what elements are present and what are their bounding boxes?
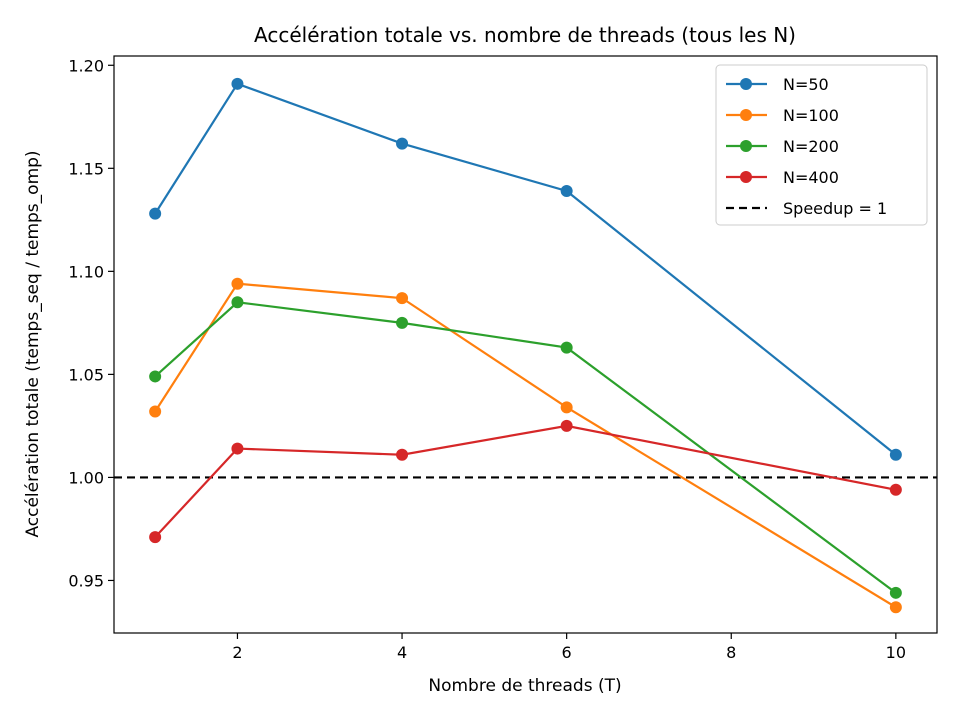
y-tick-label: 1.05 (68, 365, 104, 384)
y-tick-label: 1.00 (68, 468, 104, 487)
legend-label: N=100 (783, 106, 839, 125)
series-layer (149, 77, 902, 614)
legend-marker (740, 109, 752, 121)
y-tick-label: 0.95 (68, 571, 104, 590)
legend-item: Speedup = 1 (726, 199, 887, 218)
legend-label: N=50 (783, 75, 829, 94)
data-point (889, 601, 902, 614)
x-tick-label: 2 (232, 643, 242, 662)
plot-frame (113, 55, 938, 634)
legend-item: N=200 (726, 137, 839, 156)
x-tick-label: 8 (726, 643, 736, 662)
data-point (231, 277, 244, 290)
legend-box (715, 64, 928, 226)
data-point (396, 448, 409, 461)
legend-marker (740, 171, 752, 183)
data-point (231, 77, 244, 90)
data-point (560, 401, 573, 414)
data-point (396, 292, 409, 305)
series-line-N=100 (154, 282, 897, 609)
x-tick-label: 10 (886, 643, 906, 662)
data-point (396, 316, 409, 329)
x-axis-label: Nombre de threads (T) (428, 676, 621, 696)
data-point (560, 341, 573, 354)
y-tick-label: 1.20 (68, 56, 104, 75)
y-axis: 0.95 1.00 1.05 1.10 1.15 1.20 (68, 56, 114, 590)
data-point (231, 442, 244, 455)
data-point (231, 296, 244, 309)
x-tick-label: 6 (562, 643, 572, 662)
data-point (149, 405, 162, 418)
data-point (889, 586, 902, 599)
data-point (396, 137, 409, 150)
data-point (149, 370, 162, 383)
y-axis-label: Accélération totale (temps_seq / temps_o… (23, 150, 43, 537)
legend-item: N=50 (726, 75, 829, 94)
legend-label: Speedup = 1 (783, 199, 887, 218)
y-tick-label: 1.15 (68, 159, 104, 178)
chart-title: Accélération totale vs. nombre de thread… (254, 23, 796, 47)
legend-marker (740, 140, 752, 152)
data-point (889, 448, 902, 461)
series-line-N=200 (154, 301, 897, 594)
data-point (560, 184, 573, 197)
legend-item: N=400 (726, 168, 839, 187)
legend-item: N=100 (726, 106, 839, 125)
x-tick-label: 4 (397, 643, 407, 662)
legend-marker (740, 78, 752, 90)
data-point (149, 531, 162, 544)
legend: N=50 N=100 N=200 N=400 Speedup = 1 (715, 64, 928, 226)
y-tick-label: 1.10 (68, 262, 104, 281)
legend-label: N=400 (783, 168, 839, 187)
data-point (560, 419, 573, 432)
legend-label: N=200 (783, 137, 839, 156)
x-axis: 2 4 6 8 10 (232, 633, 906, 662)
data-point (889, 483, 902, 496)
series-line-N=400 (154, 424, 897, 538)
data-point (149, 207, 162, 220)
